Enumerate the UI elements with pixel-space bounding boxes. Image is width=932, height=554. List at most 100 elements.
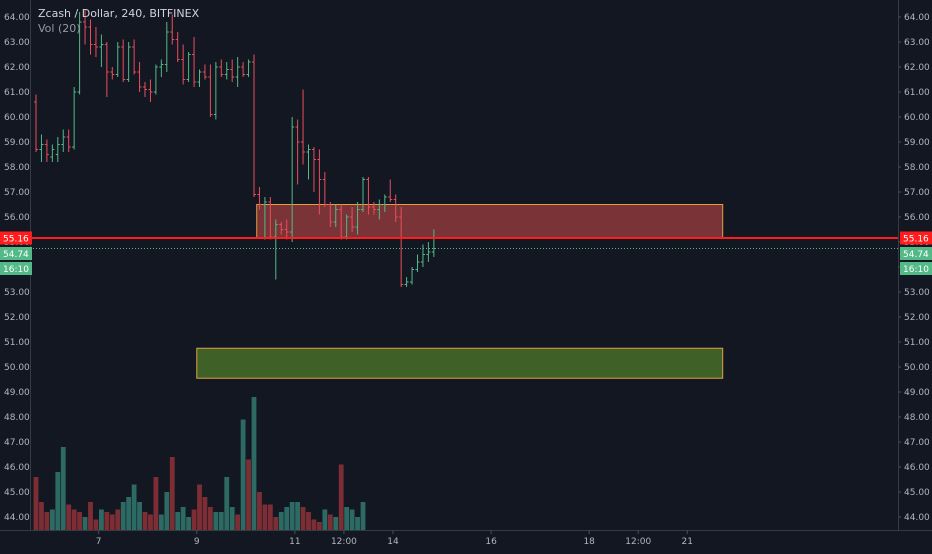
candle	[83, 9, 88, 45]
y-tick-label-left: 45.00	[4, 488, 30, 498]
y-tick-label-left: 47.00	[4, 438, 30, 448]
candle	[219, 59, 224, 77]
volume-bar	[273, 517, 279, 530]
volume-bar	[284, 507, 290, 530]
volume-bar	[49, 509, 55, 530]
volume-bar	[93, 519, 99, 530]
candle	[181, 44, 186, 85]
candle	[50, 144, 55, 162]
y-tick-label-left: 57.00	[4, 188, 30, 198]
candle	[132, 39, 137, 75]
candle	[192, 37, 197, 87]
volume-bar	[158, 514, 164, 530]
candle	[420, 244, 425, 267]
y-tick-label-right: 53.00	[904, 288, 930, 298]
last-price-tag-right	[900, 247, 932, 260]
volume-bar	[338, 464, 344, 530]
support-zone	[196, 347, 724, 379]
y-tick-label-right: 56.00	[904, 213, 930, 223]
volume-bar	[169, 457, 175, 530]
candle	[301, 89, 306, 165]
volume-bar	[66, 504, 72, 530]
candle	[241, 62, 246, 77]
volume-bar	[317, 522, 322, 530]
candle	[361, 177, 365, 212]
candle	[328, 202, 333, 227]
volume-bar	[278, 512, 284, 530]
candle	[377, 199, 382, 220]
volume-indicator-label[interactable]: Vol (20)	[38, 22, 81, 35]
candle	[88, 19, 93, 55]
candle	[170, 14, 175, 45]
volume-bar	[115, 509, 121, 530]
volume-bar	[88, 502, 93, 530]
volume-bar	[71, 509, 77, 530]
candle	[208, 64, 213, 117]
volume-bar	[148, 514, 153, 530]
candle	[148, 79, 153, 102]
volume-bar	[218, 512, 224, 530]
x-tick-label: 14	[387, 537, 399, 547]
volume-bar	[306, 512, 311, 530]
candle	[235, 57, 240, 87]
candle	[262, 197, 267, 240]
y-tick-label-right: 61.00	[904, 88, 930, 98]
volume-bar	[235, 514, 241, 530]
lines-layer	[0, 237, 898, 249]
volume-bar	[327, 514, 333, 530]
candle	[246, 59, 251, 77]
volume-bar	[33, 477, 39, 530]
y-tick-label-right: 58.00	[904, 163, 930, 173]
candle	[322, 172, 327, 207]
x-tick-label: 9	[194, 537, 200, 547]
last-price-tag-right-text: 54.74	[903, 250, 929, 260]
volume-bar	[208, 507, 213, 530]
candle	[295, 119, 300, 185]
volume-bar	[180, 507, 186, 530]
candle	[350, 207, 355, 232]
volume-bar	[164, 492, 170, 530]
y-tick-label-left: 62.00	[4, 63, 30, 73]
candle	[77, 12, 82, 95]
volume-bar	[289, 502, 295, 530]
volume-bar	[104, 512, 110, 530]
symbol-exchange: BITFINEX	[149, 7, 200, 20]
y-tick-label-right: 44.00	[904, 513, 930, 523]
y-tick-label-right: 59.00	[904, 138, 930, 148]
candle	[72, 87, 77, 150]
candle	[306, 144, 311, 180]
countdown-tag-right	[900, 262, 932, 275]
candle	[388, 179, 393, 202]
candle	[34, 94, 38, 152]
last-price-tag-left-text: 54.74	[3, 250, 29, 260]
candle	[290, 117, 295, 242]
countdown-tag-left-text: 16:10	[3, 265, 29, 275]
y-tick-label-left: 51.00	[4, 338, 30, 348]
y-tick-label-left: 52.00	[4, 313, 30, 323]
candle	[311, 147, 316, 192]
x-tick-label: 7	[96, 537, 102, 547]
volume-bar	[213, 512, 219, 530]
candle	[99, 34, 104, 67]
symbol-title[interactable]: Zcash / Dollar, 240, BITFINEX	[38, 6, 199, 21]
candle	[426, 242, 431, 262]
candle	[186, 52, 191, 82]
candle	[143, 82, 147, 97]
volume-bar	[109, 514, 115, 530]
candle	[44, 139, 49, 162]
candle	[93, 27, 98, 57]
volume-bar	[229, 507, 235, 530]
volume-bar	[360, 502, 366, 530]
volume-bar	[295, 502, 300, 530]
y-tick-label-right: 49.00	[904, 388, 930, 398]
volume-bar	[186, 517, 191, 530]
countdown-tag-right-text: 16:10	[903, 265, 929, 275]
volume-bar	[153, 477, 159, 530]
legend-separator: ,	[114, 7, 122, 20]
candle	[224, 62, 229, 80]
candle	[333, 204, 338, 227]
volume-bar	[142, 512, 148, 530]
volume-bar	[202, 497, 208, 530]
